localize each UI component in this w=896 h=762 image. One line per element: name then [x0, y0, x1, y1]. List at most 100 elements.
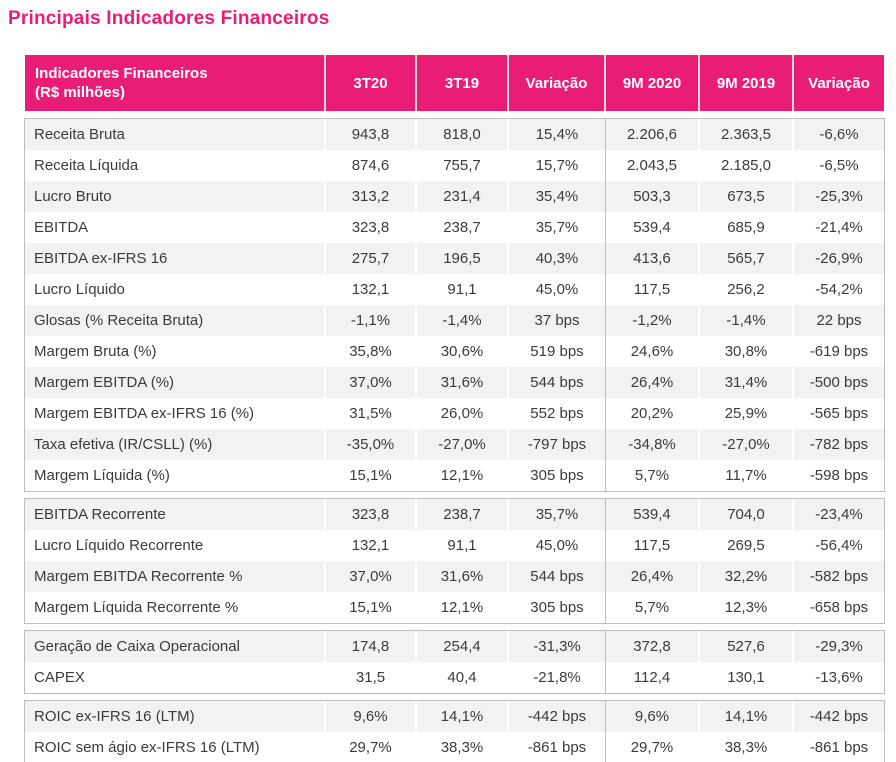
value-cell: 503,3 [606, 181, 700, 212]
row-label: EBITDA [25, 212, 326, 243]
value-cell: 132,1 [326, 530, 417, 561]
value-cell: -582 bps [794, 561, 884, 592]
value-cell: 30,6% [417, 336, 509, 367]
header-cell-1: 3T20 [326, 55, 417, 111]
value-cell: 15,4% [509, 119, 606, 150]
value-cell: 519 bps [509, 336, 606, 367]
value-cell: 32,2% [700, 561, 794, 592]
value-cell: -1,2% [606, 305, 700, 336]
value-cell: 943,8 [326, 119, 417, 150]
value-cell: 9,6% [326, 701, 417, 732]
header-cell-2: 3T19 [417, 55, 509, 111]
value-cell: -56,4% [794, 530, 884, 561]
value-cell: -27,0% [700, 429, 794, 460]
value-cell: 38,3% [700, 732, 794, 762]
financial-indicators-table: Indicadores Financeiros (R$ milhões) 3T20… [24, 55, 885, 762]
value-cell: -797 bps [509, 429, 606, 460]
value-cell: -35,0% [326, 429, 417, 460]
value-cell: 12,1% [417, 592, 509, 623]
row-label: Lucro Bruto [25, 181, 326, 212]
value-cell: 26,4% [606, 561, 700, 592]
value-cell: 14,1% [417, 701, 509, 732]
row-label: Margem Bruta (%) [25, 336, 326, 367]
value-cell: 91,1 [417, 274, 509, 305]
value-cell: 9,6% [606, 701, 700, 732]
value-cell: 45,0% [509, 274, 606, 305]
value-cell: -442 bps [794, 701, 884, 732]
value-cell: 238,7 [417, 499, 509, 530]
value-cell: 323,8 [326, 499, 417, 530]
value-cell: 5,7% [606, 460, 700, 491]
value-cell: -31,3% [509, 631, 606, 662]
table-section-3: Geração de Caixa Operacional 174,8 254,4 -3… [24, 630, 885, 694]
row-label: Margem EBITDA ex-IFRS 16 (%) [25, 398, 326, 429]
value-cell: 40,4 [417, 662, 509, 693]
value-cell: 372,8 [606, 631, 700, 662]
value-cell: 35,4% [509, 181, 606, 212]
value-cell: 91,1 [417, 530, 509, 561]
value-cell: 14,1% [700, 701, 794, 732]
value-cell: 818,0 [417, 119, 509, 150]
value-cell: 413,6 [606, 243, 700, 274]
value-cell: -782 bps [794, 429, 884, 460]
value-cell: 29,7% [606, 732, 700, 762]
row-label: EBITDA Recorrente [25, 499, 326, 530]
value-cell: 2.206,6 [606, 119, 700, 150]
value-cell: -598 bps [794, 460, 884, 491]
value-cell: 45,0% [509, 530, 606, 561]
value-cell: 35,8% [326, 336, 417, 367]
value-cell: -658 bps [794, 592, 884, 623]
value-cell: 565,7 [700, 243, 794, 274]
value-cell: -861 bps [509, 732, 606, 762]
value-cell: -1,4% [700, 305, 794, 336]
value-cell: -54,2% [794, 274, 884, 305]
row-label: Lucro Líquido [25, 274, 326, 305]
value-cell: -6,5% [794, 150, 884, 181]
table-section-4: ROIC ex-IFRS 16 (LTM) 9,6% 14,1% -442 bps 9,… [24, 700, 885, 762]
table-body: Receita Bruta 943,8 818,0 15,4% 2.206,6 2.363… [24, 118, 885, 762]
value-cell: 323,8 [326, 212, 417, 243]
row-label: Taxa efetiva (IR/CSLL) (%) [25, 429, 326, 460]
table-section-1: Receita Bruta 943,8 818,0 15,4% 2.206,6 2.363… [24, 118, 885, 492]
value-cell: 130,1 [700, 662, 794, 693]
value-cell: 31,4% [700, 367, 794, 398]
header-cell-6: Variação [794, 55, 884, 111]
value-cell: 305 bps [509, 460, 606, 491]
value-cell: 117,5 [606, 274, 700, 305]
header-cell-3: Variação [509, 55, 606, 111]
row-label: CAPEX [25, 662, 326, 693]
value-cell: 673,5 [700, 181, 794, 212]
page-title: Principais Indicadores Financeiros [8, 8, 330, 29]
row-label: ROIC ex-IFRS 16 (LTM) [25, 701, 326, 732]
value-cell: 254,4 [417, 631, 509, 662]
value-cell: 269,5 [700, 530, 794, 561]
value-cell: 552 bps [509, 398, 606, 429]
header-cell-5: 9M 2019 [700, 55, 794, 111]
row-label: EBITDA ex-IFRS 16 [25, 243, 326, 274]
row-label: ROIC sem ágio ex-IFRS 16 (LTM) [25, 732, 326, 762]
value-cell: 37 bps [509, 305, 606, 336]
value-cell: 38,3% [417, 732, 509, 762]
value-cell: 15,7% [509, 150, 606, 181]
value-cell: 35,7% [509, 499, 606, 530]
value-cell: 26,0% [417, 398, 509, 429]
row-label: Lucro Líquido Recorrente [25, 530, 326, 561]
value-cell: 275,7 [326, 243, 417, 274]
value-cell: 40,3% [509, 243, 606, 274]
value-cell: 539,4 [606, 212, 700, 243]
value-cell: 174,8 [326, 631, 417, 662]
value-cell: 196,5 [417, 243, 509, 274]
value-cell: 2.363,5 [700, 119, 794, 150]
header-cell-indicator: Indicadores Financeiros (R$ milhões) [25, 55, 326, 111]
value-cell: -500 bps [794, 367, 884, 398]
value-cell: 12,1% [417, 460, 509, 491]
header-cell-4: 9M 2020 [606, 55, 700, 111]
value-cell: 31,5 [326, 662, 417, 693]
value-cell: -26,9% [794, 243, 884, 274]
value-cell: 112,4 [606, 662, 700, 693]
value-cell: 685,9 [700, 212, 794, 243]
value-cell: 544 bps [509, 561, 606, 592]
value-cell: 544 bps [509, 367, 606, 398]
value-cell: -27,0% [417, 429, 509, 460]
value-cell: 37,0% [326, 561, 417, 592]
